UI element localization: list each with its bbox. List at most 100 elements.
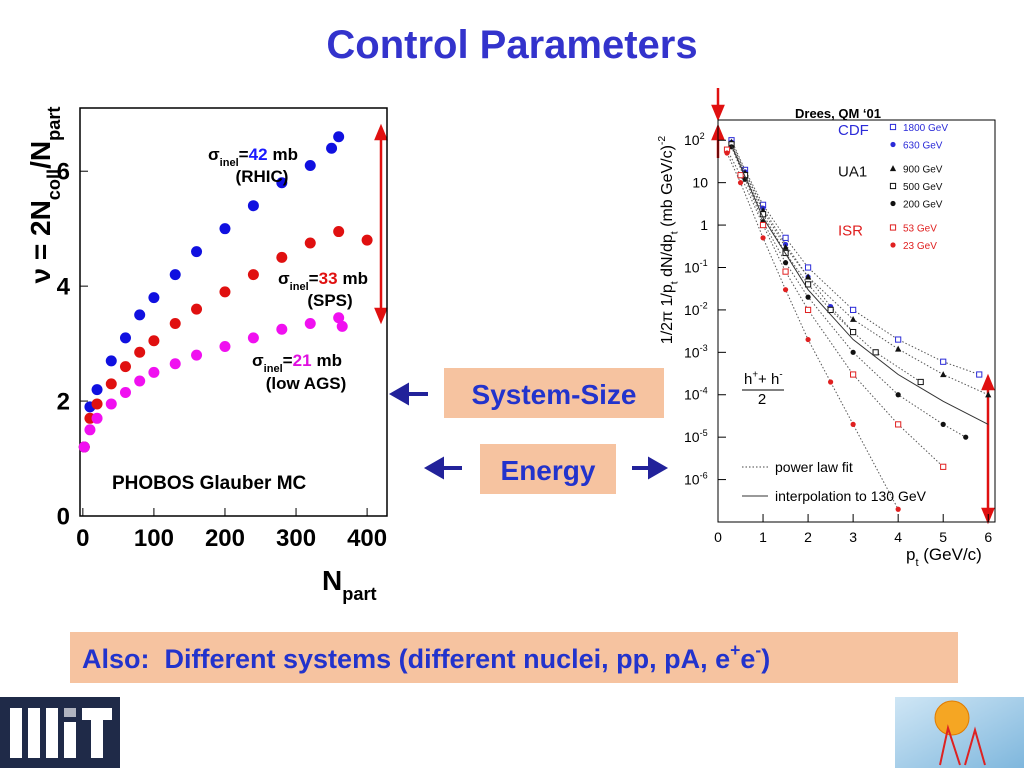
point — [134, 309, 146, 321]
y-tick-label-part: 2 — [700, 131, 705, 141]
point — [219, 340, 231, 352]
point — [940, 358, 947, 365]
annotation-value: 42 — [249, 145, 268, 164]
y-tick-label-part: -1 — [700, 258, 708, 268]
x-tick-label: 5 — [939, 529, 947, 545]
point — [148, 366, 160, 378]
y-tick-label-part: 10 — [684, 429, 700, 445]
x-tick-label: 100 — [134, 525, 174, 552]
point — [134, 375, 146, 387]
fit-line — [731, 140, 980, 375]
point — [219, 286, 231, 298]
fit-line — [731, 141, 854, 333]
y-axis-label: ν = 2Ncoll/Npart — [25, 107, 64, 284]
point — [276, 323, 288, 335]
y-tick-label: 1 — [700, 217, 708, 233]
point — [276, 177, 288, 189]
point — [759, 221, 767, 229]
point — [105, 378, 117, 390]
y-tick-label: 10-2 — [684, 301, 708, 318]
x-tick-label: 6 — [984, 529, 992, 545]
x-axis-label-part: p — [906, 545, 915, 564]
y-tick-label-part: 10 — [684, 259, 700, 275]
footer-part-part: ) — [761, 644, 770, 674]
y-tick-label: 2 — [57, 388, 70, 415]
y-tick-label-part: -4 — [700, 385, 708, 395]
y-axis-label-part: -2 — [657, 136, 668, 145]
x-tick-label: 300 — [276, 525, 316, 552]
energy-label: Energy — [501, 455, 596, 486]
y-tick-label: 4 — [57, 274, 71, 301]
point — [78, 441, 90, 453]
point — [336, 320, 348, 332]
plot-frame — [717, 119, 996, 523]
annotation: σinel=33 mb — [278, 269, 368, 293]
x-axis-label-part: t — [915, 557, 918, 569]
point — [148, 335, 160, 347]
point — [805, 294, 811, 300]
interpolation-line — [731, 145, 989, 425]
annotation-note: (SPS) — [307, 291, 352, 310]
annotation-unit: mb — [343, 269, 369, 288]
point — [963, 434, 969, 440]
legend-label: interpolation to 130 GeV — [775, 488, 927, 504]
y-tick-label: 10-5 — [684, 428, 708, 445]
y-tick-label: 10-1 — [684, 258, 708, 275]
annotation: σinel=42 mb — [208, 145, 298, 169]
y-axis-label-part: t — [670, 281, 681, 284]
point — [333, 131, 345, 143]
y-tick-label-part: 10 — [684, 472, 700, 488]
x-axis-label-part: (GeV/c) — [919, 545, 982, 564]
point — [169, 269, 181, 281]
legend-group: ISR — [838, 223, 863, 240]
point — [247, 200, 259, 212]
point — [940, 463, 947, 470]
point — [148, 292, 160, 304]
legend-marker — [889, 165, 897, 172]
x-tick-label: 3 — [849, 529, 857, 545]
point — [105, 398, 117, 410]
point — [737, 172, 744, 179]
point — [304, 317, 316, 329]
y-axis-label-part: 1/2π 1/p — [659, 284, 676, 344]
footer-part-part: e — [740, 644, 755, 674]
y-tick-label-part: 10 — [684, 344, 700, 360]
point — [895, 345, 902, 352]
point — [169, 317, 181, 329]
point — [940, 421, 946, 427]
point — [850, 328, 857, 336]
y-axis-label-part: part — [44, 107, 64, 141]
point — [191, 303, 203, 315]
y-tick-label-part: 10 — [684, 302, 700, 318]
x-tick-label: 2 — [804, 529, 812, 545]
point — [804, 306, 812, 314]
x-axis-label-part: N — [322, 565, 342, 596]
annotation-note: (RHIC) — [236, 167, 289, 186]
y-tick-label: 10-6 — [684, 470, 708, 487]
formula-part: h — [744, 371, 752, 388]
y-tick-label-part: -2 — [700, 301, 708, 311]
point — [191, 349, 203, 361]
point — [91, 384, 103, 396]
point — [804, 264, 812, 271]
formula: h++ h- — [744, 369, 783, 388]
point — [191, 246, 203, 258]
legend-marker — [889, 123, 897, 131]
annotation-part: σ — [252, 351, 264, 370]
legend-marker — [890, 200, 896, 207]
footer-box — [70, 632, 958, 683]
point — [782, 243, 789, 250]
point — [804, 281, 812, 288]
x-tick-label: 4 — [894, 529, 902, 545]
y-tick-label-part: 10 — [684, 132, 700, 148]
legend-label: 200 GeV — [903, 200, 943, 211]
y-axis-label-part: (mb GeV/c) — [659, 145, 676, 231]
fit-line — [726, 152, 899, 510]
annotation-value: 21 — [293, 351, 312, 370]
y-axis-label-part: /N — [25, 141, 56, 169]
footer-part-part: - — [755, 640, 761, 660]
legend-label: power law fit — [775, 459, 853, 475]
point — [782, 234, 789, 241]
annotation: σinel=21 mb — [252, 351, 342, 375]
legend-group: CDF — [838, 122, 869, 139]
